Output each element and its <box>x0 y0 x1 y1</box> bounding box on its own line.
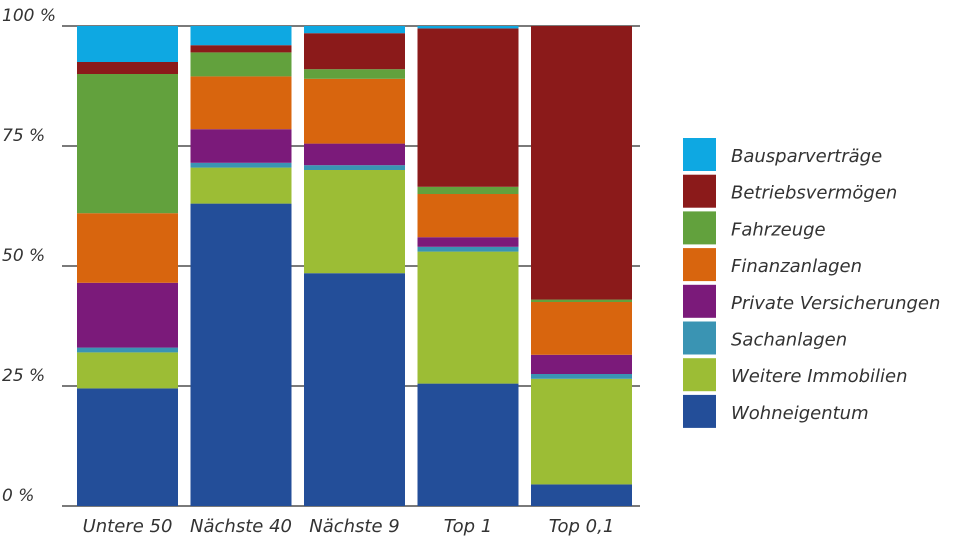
bar-segment-1-7 <box>190 26 292 46</box>
bar-segment-1-5 <box>190 52 292 77</box>
bar-segment-2-5 <box>304 69 405 79</box>
bar-segment-0-5 <box>77 74 178 214</box>
legend-label-2: Fahrzeuge <box>731 219 826 240</box>
bar-segment-0-0 <box>77 388 178 506</box>
bar-segment-3-5 <box>417 186 519 194</box>
bar-segment-2-4 <box>304 78 405 144</box>
bar-segment-2-7 <box>304 26 405 34</box>
bar-segment-2-1 <box>304 170 405 274</box>
bar-stack-1 <box>190 26 292 506</box>
bar-segment-0-4 <box>77 213 178 283</box>
legend-swatch-5 <box>683 321 716 355</box>
bar-segment-3-4 <box>417 194 519 238</box>
legend-item-6: Weitere Immobilien <box>683 358 908 392</box>
bar-segment-3-2 <box>417 246 519 252</box>
bar-segment-2-0 <box>304 273 405 506</box>
bar-segment-4-1 <box>531 378 632 485</box>
bar-segment-4-5 <box>531 299 632 302</box>
legend-swatch-2 <box>683 211 716 245</box>
bar-segment-0-7 <box>77 26 178 62</box>
legend-label-7: Wohneigentum <box>731 403 869 424</box>
bar-segment-4-2 <box>531 374 632 379</box>
bar-segment-4-0 <box>531 484 632 506</box>
bar-segment-0-2 <box>77 347 178 353</box>
bar-stack-3 <box>417 26 519 506</box>
bar-segment-1-3 <box>190 129 292 163</box>
bar-segment-1-4 <box>190 76 292 130</box>
bar-segment-3-1 <box>417 251 519 384</box>
bar-stacks <box>77 26 632 506</box>
y-tick-label-0: 0 % <box>2 486 34 506</box>
bar-segment-3-6 <box>417 28 519 187</box>
legend-swatch-1 <box>683 174 716 208</box>
bar-segment-3-0 <box>417 383 519 506</box>
bar-stack-4 <box>531 26 632 506</box>
legend-item-7: Wohneigentum <box>683 394 869 428</box>
x-tick-label-4: Top 0,1 <box>549 516 615 537</box>
bar-segment-1-1 <box>190 167 292 204</box>
legend-item-5: Sachanlagen <box>683 321 847 355</box>
legend: Bausparverträge Betriebsvermögen Fahrzeuge… <box>683 138 940 428</box>
y-tick-label-25: 25 % <box>2 366 45 386</box>
legend-label-1: Betriebsvermögen <box>731 183 897 204</box>
y-axis-ticks: 0 % 25 % 50 % 75 % 100 % <box>2 6 56 506</box>
legend-item-3: Finanzanlagen <box>683 248 862 282</box>
bar-segment-0-3 <box>77 282 178 348</box>
legend-item-2: Fahrzeuge <box>683 211 826 245</box>
bar-segment-4-3 <box>531 354 632 374</box>
bar-segment-4-4 <box>531 302 632 355</box>
legend-swatch-0 <box>683 138 716 171</box>
bar-stack-0 <box>77 26 178 506</box>
x-tick-label-2: Nächste 9 <box>309 516 399 537</box>
legend-label-6: Weitere Immobilien <box>731 366 908 387</box>
x-tick-label-0: Untere 50 <box>83 516 173 537</box>
bar-segment-3-7 <box>417 26 519 29</box>
x-tick-label-1: Nächste 40 <box>190 516 292 537</box>
y-tick-label-75: 75 % <box>2 126 45 146</box>
x-tick-label-3: Top 1 <box>444 516 492 537</box>
x-axis-labels: Untere 50 Nächste 40 Nächste 9 Top 1 Top 0,1 <box>83 516 615 537</box>
y-tick-label-100: 100 % <box>2 6 56 26</box>
legend-item-0: Bausparverträge <box>683 138 882 171</box>
legend-label-3: Finanzanlagen <box>731 256 862 277</box>
bar-segment-0-6 <box>77 62 178 74</box>
bar-segment-2-6 <box>304 33 405 70</box>
bar-stack-2 <box>304 26 405 506</box>
bar-segment-3-3 <box>417 237 519 247</box>
legend-swatch-4 <box>683 284 716 318</box>
legend-swatch-7 <box>683 394 716 428</box>
legend-label-0: Bausparverträge <box>731 146 882 167</box>
bar-segment-4-6 <box>531 26 632 300</box>
legend-item-4: Private Versicherungen <box>683 284 940 318</box>
bar-segment-1-0 <box>190 203 292 506</box>
bar-segment-2-3 <box>304 143 405 166</box>
legend-label-4: Private Versicherungen <box>731 293 940 314</box>
bar-segment-2-2 <box>304 165 405 170</box>
legend-swatch-3 <box>683 248 716 282</box>
bar-segment-0-1 <box>77 352 178 389</box>
legend-label-5: Sachanlagen <box>731 330 847 351</box>
y-tick-label-50: 50 % <box>2 246 45 266</box>
bar-segment-1-6 <box>190 45 292 53</box>
legend-item-1: Betriebsvermögen <box>683 174 897 208</box>
legend-swatch-6 <box>683 358 716 392</box>
bar-segment-1-2 <box>190 162 292 168</box>
